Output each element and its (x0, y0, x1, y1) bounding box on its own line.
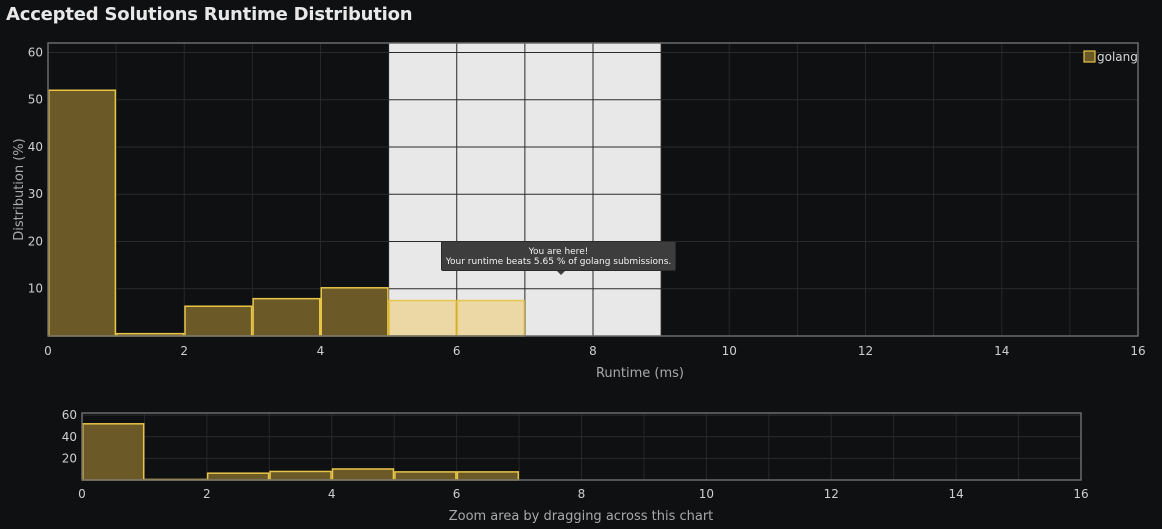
zoom-y-tick-label: 60 (62, 408, 77, 422)
main-plot-border (47, 42, 1139, 337)
tooltip-line-1: You are here! (528, 247, 589, 257)
legend-label-0: golang (1097, 50, 1138, 64)
main-x-tick-label: 4 (317, 344, 325, 358)
zoom-bar-2 (206, 472, 270, 481)
main-x-axis-title: Runtime (ms) (596, 366, 684, 381)
main-bar-6 (456, 299, 525, 337)
zoom-x-tick-label: 10 (699, 487, 714, 501)
page-title: Accepted Solutions Runtime Distribution (6, 4, 413, 25)
tooltip-line-2: Your runtime beats 5.65 % of golang subm… (445, 257, 672, 267)
main-y-tick-label: 40 (28, 140, 43, 154)
zoom-x-tick-label: 2 (203, 487, 211, 501)
main-x-tick-label: 10 (722, 344, 737, 358)
zoom-bar-4 (331, 468, 395, 481)
zoom-x-tick-label: 4 (328, 487, 336, 501)
main-bar-5 (388, 299, 457, 337)
main-y-tick-label: 20 (28, 234, 43, 248)
zoom-bar-5 (394, 471, 457, 481)
main-x-tick-label: 14 (994, 344, 1009, 358)
main-bar-2 (184, 305, 253, 337)
zoom-bar-0 (82, 423, 145, 481)
main-bar-3 (252, 297, 321, 337)
main-bar-4 (320, 287, 389, 337)
main-y-tick-label: 10 (28, 282, 43, 296)
main-x-tick-label: 0 (44, 344, 52, 358)
main-y-tick-label: 50 (28, 93, 43, 107)
zoom-x-tick-label: 14 (948, 487, 963, 501)
tooltip-arrow (557, 271, 565, 275)
zoom-x-tick-label: 8 (578, 487, 586, 501)
main-bar-0 (48, 89, 117, 337)
main-x-tick-label: 6 (453, 344, 461, 358)
zoom-x-tick-label: 12 (824, 487, 839, 501)
zoom-bar-6 (456, 471, 520, 481)
main-y-tick-label: 30 (28, 187, 43, 201)
legend-swatch-0 (1083, 50, 1096, 63)
zoom-y-tick-label: 40 (62, 430, 77, 444)
zoom-plot-border (81, 412, 1082, 481)
zoom-x-tick-label: 6 (453, 487, 461, 501)
main-y-tick-label: 60 (28, 45, 43, 59)
zoom-x-tick-label: 0 (78, 487, 86, 501)
zoom-x-tick-label: 16 (1073, 487, 1088, 501)
main-y-axis-title: Distribution (%) (12, 138, 27, 240)
zoom-caption: Zoom area by dragging across this chart (448, 509, 714, 524)
main-x-tick-label: 12 (858, 344, 873, 358)
zoom-y-tick-label: 20 (62, 451, 77, 465)
main-x-tick-label: 2 (180, 344, 188, 358)
runtime-tooltip: You are here! Your runtime beats 5.65 % … (441, 241, 676, 271)
main-x-tick-label: 16 (1130, 344, 1145, 358)
zoom-bar-3 (269, 470, 332, 481)
main-x-tick-label: 8 (589, 344, 597, 358)
